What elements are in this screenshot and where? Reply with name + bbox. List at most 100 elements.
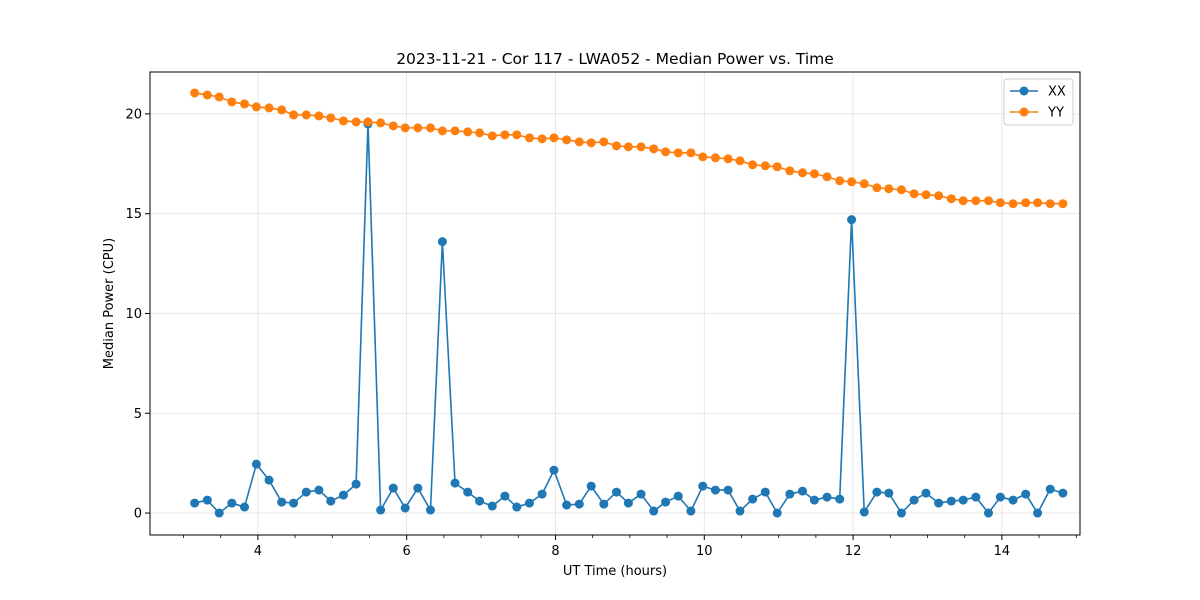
- data-point-yy: [487, 131, 497, 141]
- data-point-yy: [636, 142, 646, 152]
- x-tick-label: 8: [551, 544, 559, 559]
- data-point-xx: [413, 483, 423, 493]
- data-point-xx: [785, 489, 795, 499]
- legend-marker-yy: [1019, 107, 1029, 117]
- data-point-yy: [314, 111, 324, 121]
- data-point-xx: [698, 481, 708, 491]
- data-point-xx: [847, 215, 857, 225]
- data-point-yy: [363, 117, 373, 127]
- x-axis-label: UT Time (hours): [563, 564, 667, 579]
- data-point-xx: [983, 508, 993, 518]
- data-point-xx: [351, 479, 361, 489]
- data-point-yy: [326, 113, 336, 123]
- data-point-yy: [934, 191, 944, 201]
- data-point-xx: [338, 490, 348, 500]
- data-point-yy: [698, 152, 708, 162]
- data-point-xx: [1021, 489, 1031, 499]
- x-tick-label: 6: [403, 544, 411, 559]
- data-point-xx: [202, 495, 212, 505]
- data-point-xx: [425, 505, 435, 515]
- data-point-xx: [735, 506, 745, 516]
- data-point-xx: [251, 459, 261, 469]
- data-point-xx: [562, 500, 572, 510]
- data-point-yy: [450, 126, 460, 136]
- data-point-yy: [909, 189, 919, 199]
- data-point-yy: [500, 130, 510, 140]
- data-point-xx: [946, 496, 956, 506]
- data-point-yy: [835, 176, 845, 186]
- legend-label-xx: XX: [1048, 85, 1066, 100]
- data-point-yy: [661, 147, 671, 157]
- data-point-xx: [314, 485, 324, 495]
- y-tick-label: 20: [125, 107, 142, 122]
- data-point-yy: [264, 103, 274, 113]
- data-point-xx: [710, 485, 720, 495]
- data-point-yy: [562, 135, 572, 145]
- data-point-xx: [884, 488, 894, 498]
- data-point-xx: [636, 489, 646, 499]
- data-point-yy: [599, 137, 609, 147]
- data-point-yy: [214, 92, 224, 102]
- data-point-xx: [239, 502, 249, 512]
- y-tick-label: 10: [125, 307, 142, 322]
- data-point-yy: [1033, 198, 1043, 208]
- data-point-xx: [661, 497, 671, 507]
- data-point-yy: [1021, 198, 1031, 208]
- data-point-xx: [475, 496, 485, 506]
- data-point-yy: [463, 127, 473, 137]
- data-point-yy: [946, 194, 956, 204]
- data-point-yy: [723, 154, 733, 164]
- data-point-xx: [289, 498, 299, 508]
- data-point-xx: [277, 497, 287, 507]
- data-point-xx: [450, 478, 460, 488]
- data-point-yy: [400, 123, 410, 133]
- data-point-xx: [760, 487, 770, 497]
- chart-title: 2023-11-21 - Cor 117 - LWA052 - Median P…: [396, 50, 834, 68]
- data-point-yy: [1058, 199, 1068, 209]
- data-point-yy: [413, 123, 423, 133]
- data-point-yy: [301, 110, 311, 120]
- data-point-xx: [1033, 508, 1043, 518]
- data-point-xx: [400, 503, 410, 513]
- data-point-yy: [649, 144, 659, 154]
- data-point-xx: [1045, 484, 1055, 494]
- x-tick-label: 10: [696, 544, 713, 559]
- data-point-xx: [326, 496, 336, 506]
- data-point-xx: [748, 494, 758, 504]
- data-point-xx: [463, 487, 473, 497]
- data-point-xx: [388, 483, 398, 493]
- data-point-xx: [673, 491, 683, 501]
- data-point-yy: [289, 110, 299, 120]
- data-point-yy: [921, 190, 931, 200]
- data-point-xx: [822, 492, 832, 502]
- data-point-xx: [376, 505, 386, 515]
- data-point-yy: [859, 179, 869, 189]
- data-point-yy: [797, 168, 807, 178]
- data-point-yy: [202, 90, 212, 100]
- data-point-xx: [995, 492, 1005, 502]
- data-point-xx: [649, 506, 659, 516]
- data-point-xx: [301, 487, 311, 497]
- data-point-xx: [227, 498, 237, 508]
- data-point-xx: [872, 487, 882, 497]
- data-point-xx: [537, 489, 547, 499]
- data-point-xx: [1008, 495, 1018, 505]
- data-point-yy: [524, 133, 534, 143]
- legend-label-yy: YY: [1047, 106, 1064, 121]
- data-point-yy: [351, 117, 361, 127]
- data-point-yy: [277, 105, 287, 115]
- data-point-xx: [835, 494, 845, 504]
- data-point-yy: [611, 141, 621, 151]
- axis-ticks: 4 6 8 10 12 14 0 5 10 15 20: [125, 107, 1077, 559]
- data-point-yy: [1045, 199, 1055, 209]
- data-point-xx: [958, 495, 968, 505]
- data-point-yy: [971, 196, 981, 206]
- data-point-yy: [983, 196, 993, 206]
- data-point-xx: [686, 506, 696, 516]
- series-yy: [190, 88, 1068, 209]
- data-point-xx: [934, 498, 944, 508]
- grid-lines: [150, 72, 1080, 535]
- data-point-yy: [239, 99, 249, 109]
- data-point-xx: [909, 495, 919, 505]
